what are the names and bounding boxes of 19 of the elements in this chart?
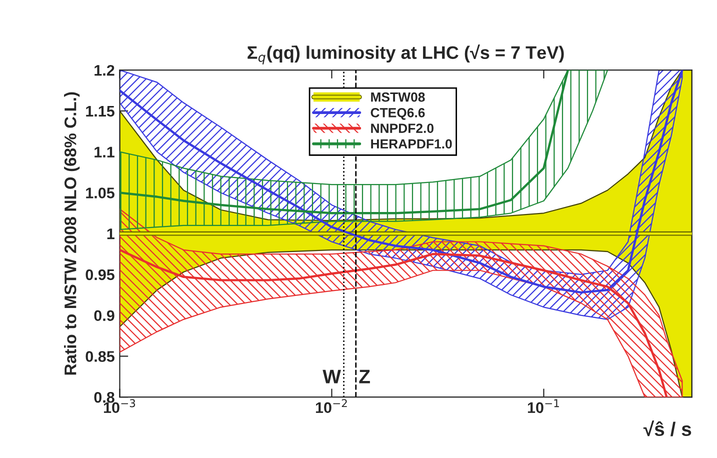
x-tick-label: 10$^{−2}$ [316, 399, 347, 414]
y-tick-label: 0.95 [86, 269, 114, 280]
y-tick-label: 0.9 [94, 310, 114, 322]
y-axis-title: Ratio to MSTW 2008 NLO (68% C.L.) [64, 92, 80, 375]
y-tick-label: 1.2 [94, 64, 114, 76]
chart-title: Σ$_{q}$(qq̄) luminosity at LHC (√s = 7 TeV) [248, 44, 564, 64]
x-tick-label: 10$^{−1}$ [528, 399, 559, 414]
y-tick-label: 0.85 [86, 351, 114, 362]
y-tick-label: 1.05 [86, 188, 114, 198]
x-axis-title: √ŝ / s [643, 420, 692, 436]
ref-line-label: W [322, 370, 341, 384]
legend-label: HERAPDF1.0 [371, 139, 452, 149]
ref-line-label: Z [359, 370, 370, 384]
y-tick-label: 1.1 [94, 146, 114, 158]
legend-label: CTEQ6.6 [370, 108, 425, 120]
legend-label: NNPDF2.0 [371, 124, 434, 133]
y-tick-label: 1 [107, 228, 114, 240]
y-tick-label: 1.15 [86, 106, 114, 117]
legend-label: MSTW08 [371, 92, 425, 102]
